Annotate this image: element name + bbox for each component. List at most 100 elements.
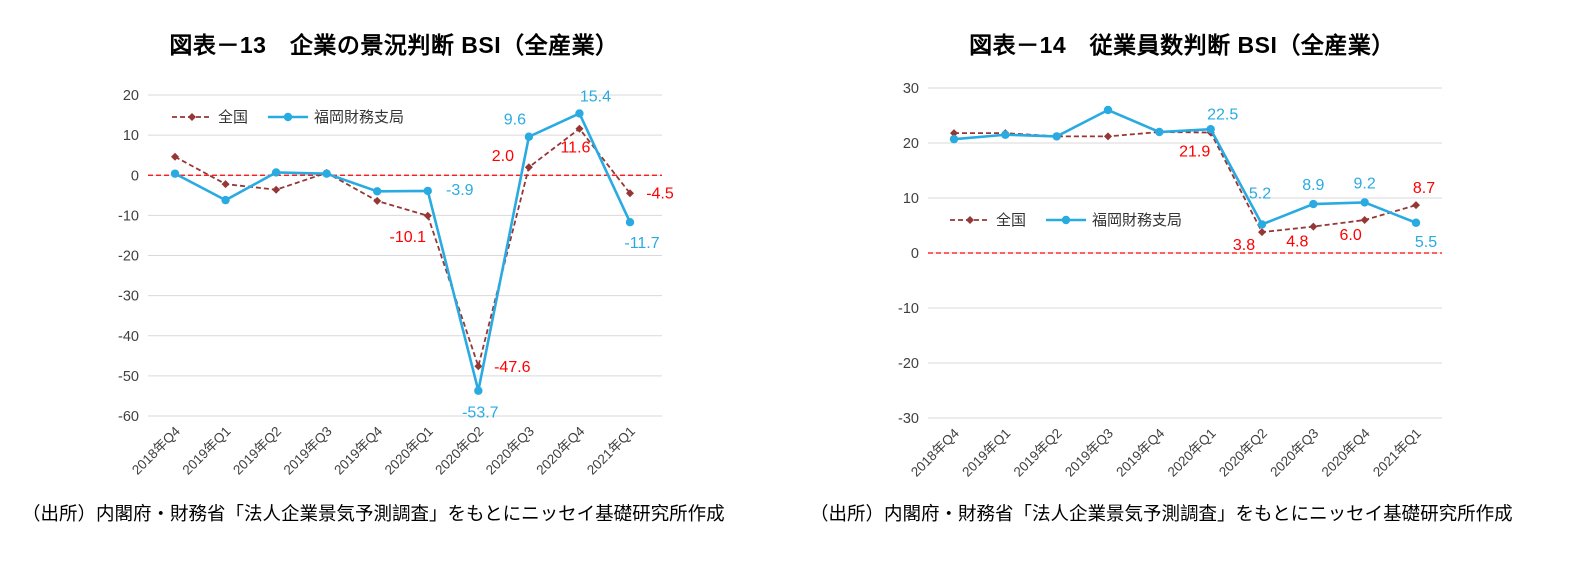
svg-text:2018年Q4: 2018年Q4 [129, 423, 183, 477]
data-point-marker [423, 186, 432, 196]
svg-text:2020年Q4: 2020年Q4 [1319, 425, 1373, 479]
svg-text:2020年Q3: 2020年Q3 [483, 424, 537, 478]
series-fukuoka: 22.5 5.2 8.9 9.2 5.5 [949, 105, 1437, 251]
data-point-marker [1411, 218, 1421, 227]
svg-text:2020年Q3: 2020年Q3 [1267, 426, 1321, 480]
svg-text:2019年Q4: 2019年Q4 [1113, 425, 1167, 479]
legend-label: 全国 [996, 211, 1026, 229]
legend-label: 福岡財務支局 [1092, 212, 1182, 229]
data-point-marker [474, 362, 483, 371]
figure-14-source-note: （出所）内閣府・財務省「法人企業景気予測調査」をもとにニッセイ基礎研究所作成 [810, 503, 1513, 524]
data-point-marker [950, 129, 958, 138]
svg-text:-30: -30 [118, 289, 139, 305]
data-point-marker [1206, 125, 1215, 134]
svg-text:-10: -10 [898, 301, 919, 317]
legend-marker [966, 216, 974, 224]
data-label: 22.5 [1207, 106, 1238, 123]
data-label: -11.7 [624, 235, 659, 252]
svg-text:0: 0 [131, 168, 139, 184]
svg-text:-10: -10 [118, 208, 139, 224]
data-label: 9.2 [1354, 175, 1376, 192]
svg-text:-50: -50 [118, 369, 139, 385]
legend: 全国 福岡財務支局 [172, 108, 404, 126]
svg-text:2020年Q1: 2020年Q1 [382, 424, 436, 478]
legend-label: 全国 [218, 108, 248, 126]
data-label: -4.5 [646, 185, 674, 202]
data-label: 6.0 [1340, 227, 1362, 244]
data-label: 9.6 [504, 112, 526, 129]
svg-text:0: 0 [911, 246, 919, 262]
svg-text:10: 10 [903, 191, 919, 207]
employee-count-bsi-chart: 3020100-10-20-302018年Q42019年Q12019年Q2201… [898, 81, 1442, 480]
data-label: 3.8 [1233, 237, 1255, 254]
data-point-marker [625, 217, 635, 227]
series-fukuoka: -3.9 -53.7 9.6 15.4 -11.7 [170, 88, 660, 422]
svg-text:-20: -20 [898, 356, 919, 372]
data-point-marker [1360, 216, 1369, 224]
figure-13-title: 図表－13 企業の景況判断 BSI（全産業） [169, 32, 619, 58]
data-point-marker [423, 211, 432, 220]
svg-text:-20: -20 [118, 249, 139, 265]
data-point-marker [1052, 132, 1061, 141]
data-point-marker [271, 168, 281, 177]
data-point-marker [1104, 132, 1112, 141]
data-label: 4.8 [1286, 234, 1308, 251]
series-nationwide: -10.1 -47.6 2.0 11.6 -4.5 [171, 124, 674, 376]
data-point-marker [221, 180, 230, 189]
svg-text:2019年Q2: 2019年Q2 [230, 424, 284, 478]
svg-text:2019年Q4: 2019年Q4 [331, 423, 385, 477]
data-label: -3.9 [446, 182, 474, 199]
figure-13-panel: 図表－13 企業の景況判断 BSI（全産業） 20 10 0 -10 -20 -30 -40… [22, 32, 725, 524]
data-point-marker [1309, 222, 1318, 231]
data-point-marker [575, 109, 584, 118]
figure-14-panel: 図表－14 従業員数判断 BSI（全産業） 30 20 10 0 -10 -20 -30 20… [788, 0, 1576, 580]
data-label: -53.7 [462, 405, 499, 422]
data-point-marker [1309, 199, 1318, 209]
svg-text:2021年Q1: 2021年Q1 [1370, 426, 1424, 480]
data-point-marker [170, 169, 180, 178]
data-point-marker [474, 386, 483, 395]
svg-text:-30: -30 [898, 411, 919, 427]
data-point-marker [1258, 228, 1266, 237]
data-label: 11.6 [560, 140, 590, 157]
data-point-marker [1103, 105, 1113, 115]
data-point-marker [373, 196, 382, 205]
data-point-marker [322, 169, 331, 178]
svg-text:30: 30 [903, 81, 919, 97]
svg-text:10: 10 [123, 128, 139, 144]
gridlines [148, 94, 662, 417]
data-point-marker [524, 163, 533, 172]
legend-label: 福岡財務支局 [314, 109, 404, 126]
svg-text:2019年Q1: 2019年Q1 [180, 424, 234, 478]
data-label: -10.1 [390, 229, 427, 246]
y-axis-labels: 30 20 10 0 -10 -20 -30 [898, 81, 919, 427]
data-point-marker [575, 124, 584, 133]
data-label: 21.9 [1179, 144, 1210, 161]
data-point-marker [171, 152, 179, 161]
legend: 全国 福岡財務支局 [950, 211, 1182, 229]
data-label: 15.4 [580, 88, 611, 105]
svg-text:2021年Q1: 2021年Q1 [584, 424, 638, 478]
data-label: 5.2 [1249, 185, 1271, 202]
data-label: -47.6 [494, 359, 531, 376]
data-label: 8.9 [1302, 177, 1324, 194]
data-label: 2.0 [492, 148, 514, 165]
data-point-marker [1155, 127, 1164, 137]
svg-text:-40: -40 [118, 329, 139, 345]
svg-text:2019年Q3: 2019年Q3 [281, 424, 335, 478]
series-line [174, 127, 631, 370]
svg-text:-60: -60 [118, 409, 139, 425]
data-point-marker [373, 187, 382, 196]
svg-text:2020年Q2: 2020年Q2 [1216, 426, 1270, 480]
svg-text:2020年Q2: 2020年Q2 [432, 424, 486, 478]
data-point-marker [949, 134, 959, 144]
legend-marker [188, 113, 196, 121]
svg-text:20: 20 [123, 88, 139, 104]
data-point-marker [221, 195, 230, 205]
data-point-marker [1001, 130, 1010, 139]
series-line [953, 108, 1417, 227]
series-line [174, 111, 632, 392]
svg-text:2019年Q1: 2019年Q1 [959, 426, 1013, 480]
svg-text:2020年Q4: 2020年Q4 [533, 423, 587, 477]
